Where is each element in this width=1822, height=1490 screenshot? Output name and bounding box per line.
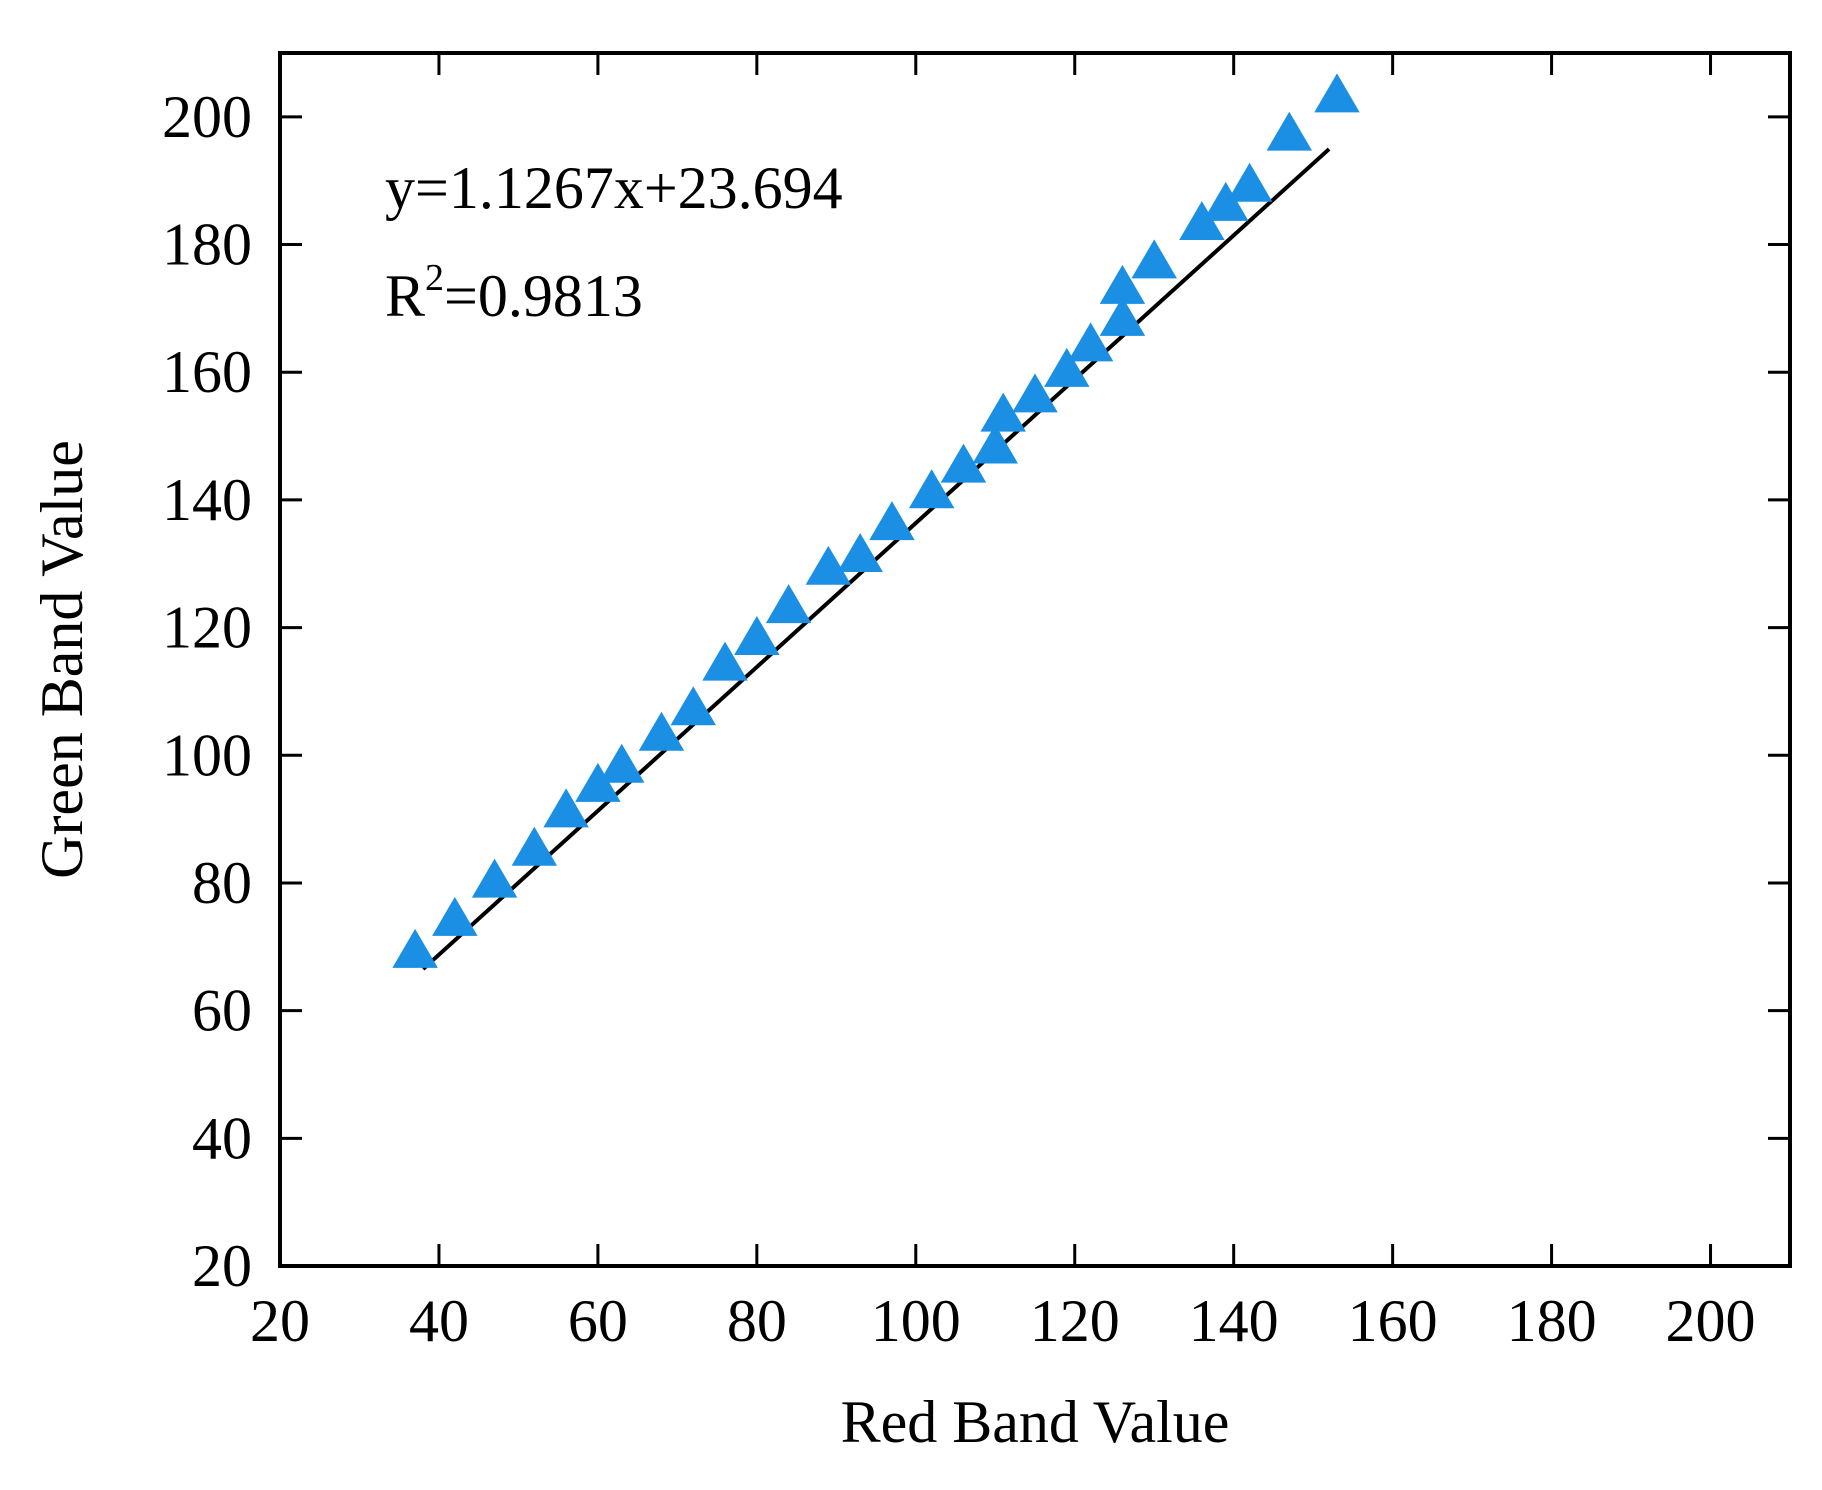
data-point-triangle <box>1099 264 1146 304</box>
x-tick-label: 40 <box>409 1288 469 1354</box>
y-tick-label: 160 <box>162 339 252 405</box>
y-tick-label: 140 <box>162 467 252 533</box>
x-tick-label: 140 <box>1189 1288 1279 1354</box>
data-point-triangle <box>1067 322 1114 362</box>
y-tick-label: 40 <box>192 1105 252 1171</box>
y-tick-label: 20 <box>192 1233 252 1299</box>
data-point-triangle <box>1266 111 1313 151</box>
data-point-triangle <box>511 826 558 866</box>
data-point-triangle <box>908 469 955 509</box>
data-point-triangle <box>432 896 478 936</box>
regression-equation: y=1.1267x+23.694 <box>385 155 843 221</box>
data-point-triangle <box>1012 373 1058 413</box>
data-points <box>392 73 1360 968</box>
data-point-triangle <box>940 443 987 483</box>
y-tick-label: 80 <box>192 850 252 916</box>
x-tick-label: 180 <box>1507 1288 1597 1354</box>
x-tick-label: 160 <box>1348 1288 1438 1354</box>
r-squared-superscript: 2 <box>425 257 444 299</box>
r-squared-prefix: R <box>385 263 425 329</box>
data-point-triangle <box>543 788 589 828</box>
x-tick-label: 20 <box>250 1288 310 1354</box>
data-point-triangle <box>1179 201 1225 241</box>
data-point-triangle <box>575 762 621 802</box>
data-point-triangle <box>638 711 685 751</box>
data-point-triangle <box>1226 162 1273 202</box>
data-point-triangle <box>1099 296 1146 336</box>
data-point-triangle <box>765 584 812 624</box>
ticks <box>278 53 1790 1268</box>
data-point-triangle <box>670 686 717 726</box>
data-point-triangle <box>805 545 852 585</box>
regression-line <box>421 147 1331 971</box>
x-tick-label: 80 <box>727 1288 787 1354</box>
data-point-triangle <box>598 743 645 783</box>
data-point-triangle <box>1202 181 1249 221</box>
data-point-triangle <box>471 858 518 898</box>
data-point-triangle <box>392 928 438 968</box>
y-tick-label: 200 <box>162 84 252 150</box>
x-tick-label: 100 <box>871 1288 961 1354</box>
y-tick-label: 180 <box>162 212 252 278</box>
data-point-triangle <box>837 533 883 573</box>
data-point-triangle <box>1044 347 1090 387</box>
tick-labels: 20 40 60 80 100 120 140 160 180 200 20 40 60 80 100 120… <box>162 84 1756 1354</box>
data-point-triangle <box>972 424 1019 464</box>
data-point-triangle <box>980 392 1026 432</box>
x-tick-label: 120 <box>1030 1288 1120 1354</box>
y-tick-label: 100 <box>162 722 252 788</box>
x-tick-label: 60 <box>568 1288 628 1354</box>
data-point-triangle <box>869 501 915 541</box>
x-axis-title: Red Band Value <box>841 1389 1230 1455</box>
data-point-triangle <box>734 616 780 656</box>
x-tick-label: 200 <box>1666 1288 1756 1354</box>
r-squared-label: R2=0.9813 <box>385 257 643 329</box>
y-tick-label: 60 <box>192 978 252 1044</box>
r-squared-value: =0.9813 <box>444 263 643 329</box>
y-tick-label: 120 <box>162 595 252 661</box>
fit-line-group <box>421 147 1331 971</box>
y-axis-title: Green Band Value <box>29 440 95 879</box>
data-point-triangle <box>1131 239 1177 279</box>
data-point-triangle <box>702 641 748 681</box>
plot-frame <box>278 51 1792 1268</box>
data-point-triangle <box>1314 73 1360 113</box>
